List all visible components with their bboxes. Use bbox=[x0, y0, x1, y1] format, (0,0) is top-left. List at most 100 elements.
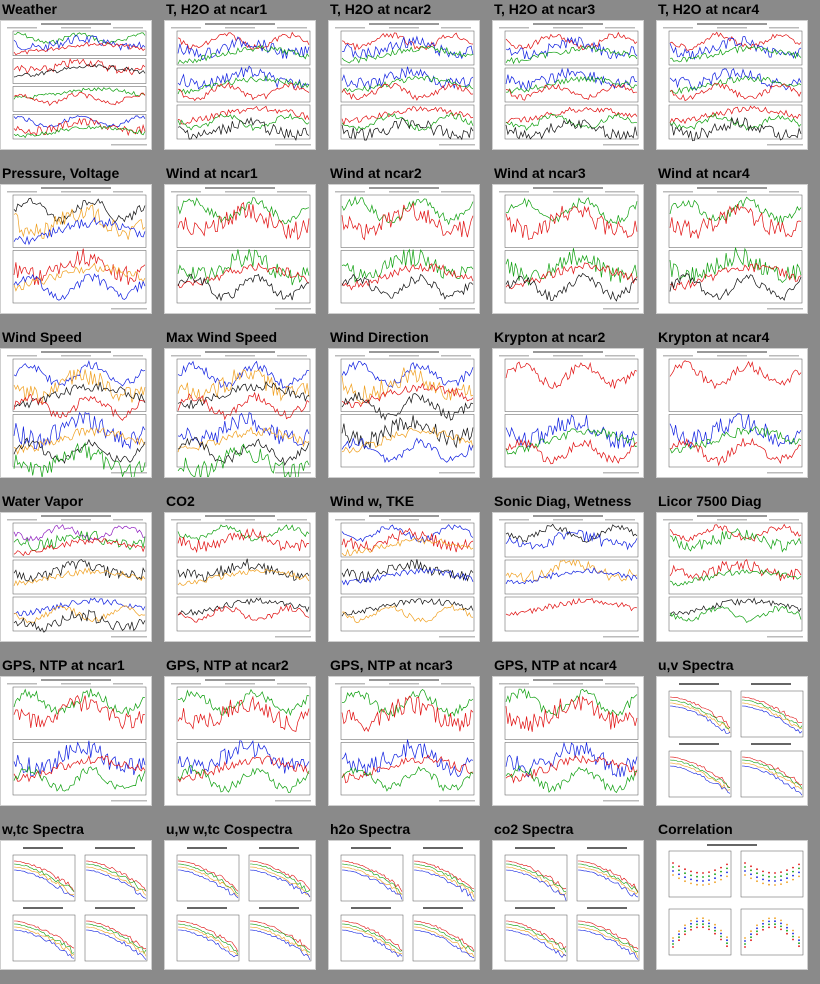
plot-thumbnail-link[interactable] bbox=[0, 512, 152, 642]
series-line bbox=[669, 76, 802, 94]
plot-date-label bbox=[171, 27, 201, 29]
plot-date-label bbox=[605, 191, 635, 193]
series-line bbox=[669, 528, 802, 553]
plot-thumbnail-image bbox=[499, 187, 639, 310]
plot-thumbnail-link[interactable] bbox=[0, 676, 152, 806]
spectrum-line bbox=[341, 869, 403, 900]
plot-thumbnail-link[interactable] bbox=[328, 840, 480, 970]
plot-panel-frame bbox=[412, 854, 476, 902]
correlation-point bbox=[768, 917, 770, 920]
correlation-point bbox=[780, 919, 782, 922]
plot-cell: T, H2O at ncar4 bbox=[656, 0, 818, 164]
plot-panel-frame bbox=[12, 58, 147, 84]
plot-thumbnail-link[interactable] bbox=[328, 20, 480, 150]
plot-footer-text bbox=[767, 308, 803, 310]
series-line bbox=[177, 568, 310, 586]
plot-panel-frame bbox=[668, 194, 803, 248]
series-line bbox=[505, 567, 638, 585]
plot-panel-frame bbox=[176, 596, 311, 632]
plot-thumbnail-link[interactable] bbox=[328, 184, 480, 314]
plot-thumbnail-link[interactable] bbox=[164, 20, 316, 150]
correlation-point bbox=[768, 920, 770, 923]
plot-panel-frame bbox=[176, 854, 240, 902]
series-line bbox=[177, 412, 310, 448]
plot-thumbnail-link[interactable] bbox=[656, 348, 808, 478]
plot-thumbnail-link[interactable] bbox=[656, 184, 808, 314]
series-line bbox=[13, 204, 146, 240]
plot-thumbnail-image bbox=[7, 187, 147, 310]
series-line bbox=[669, 262, 802, 291]
correlation-point bbox=[744, 862, 746, 864]
plot-thumbnail-link[interactable] bbox=[492, 512, 644, 642]
series-line bbox=[177, 105, 310, 125]
plot-cell-title: co2 Spectra bbox=[494, 821, 574, 837]
correlation-point bbox=[684, 927, 686, 930]
plot-thumbnail-link[interactable] bbox=[0, 184, 152, 314]
series-line bbox=[505, 529, 638, 551]
plot-thumbnail-link[interactable] bbox=[492, 20, 644, 150]
plot-header-text bbox=[697, 515, 767, 517]
plot-cell: Weather bbox=[0, 0, 162, 164]
plot-thumbnail-link[interactable] bbox=[164, 512, 316, 642]
plot-thumbnail-link[interactable] bbox=[164, 840, 316, 970]
plot-thumbnail-image bbox=[7, 23, 147, 146]
plot-footer-text bbox=[439, 308, 475, 310]
plot-panel-frame bbox=[12, 596, 147, 632]
plot-thumbnail-link[interactable] bbox=[164, 348, 316, 478]
plot-thumbnail-image bbox=[171, 679, 311, 802]
correlation-point bbox=[774, 920, 776, 923]
correlation-point bbox=[720, 932, 722, 935]
plot-thumbnail-link[interactable] bbox=[164, 184, 316, 314]
plot-thumbnail-link[interactable] bbox=[0, 840, 152, 970]
correlation-point bbox=[708, 922, 710, 925]
plot-panel-frame bbox=[668, 559, 803, 595]
plot-cell-title: GPS, NTP at ncar4 bbox=[494, 657, 617, 673]
plot-date-label bbox=[113, 27, 143, 29]
correlation-point bbox=[702, 917, 704, 920]
series-line bbox=[505, 688, 638, 716]
plot-thumbnail-link[interactable] bbox=[328, 512, 480, 642]
plot-thumbnail-link[interactable] bbox=[0, 348, 152, 478]
plot-thumbnail-link[interactable] bbox=[492, 676, 644, 806]
correlation-point bbox=[720, 866, 722, 869]
series-line bbox=[669, 116, 802, 142]
series-line bbox=[341, 82, 474, 101]
series-line bbox=[177, 755, 310, 783]
plot-cell-title: Pressure, Voltage bbox=[2, 165, 120, 181]
plot-thumbnail-link[interactable] bbox=[656, 676, 808, 806]
correlation-point bbox=[750, 939, 752, 942]
plot-panel-frame bbox=[668, 30, 803, 66]
correlation-point bbox=[744, 866, 746, 868]
plot-panel-frame bbox=[248, 854, 312, 902]
correlation-point bbox=[726, 945, 728, 948]
plot-thumbnail-link[interactable] bbox=[328, 676, 480, 806]
plot-thumbnail-link[interactable] bbox=[656, 512, 808, 642]
series-line bbox=[341, 117, 474, 141]
plot-panel-frame bbox=[668, 596, 803, 632]
plot-thumbnail-link[interactable] bbox=[492, 840, 644, 970]
plot-thumbnail-link[interactable] bbox=[656, 20, 808, 150]
plot-cell: T, H2O at ncar3 bbox=[492, 0, 654, 164]
plot-footer-text bbox=[275, 800, 311, 802]
plot-header-text bbox=[533, 679, 603, 681]
plot-thumbnail-image bbox=[176, 847, 312, 962]
series-line bbox=[177, 202, 310, 241]
plot-thumbnail-link[interactable] bbox=[164, 676, 316, 806]
correlation-point bbox=[708, 883, 710, 885]
plot-thumbnail-link[interactable] bbox=[492, 184, 644, 314]
correlation-point bbox=[690, 925, 692, 928]
spectra-title-text bbox=[187, 907, 227, 909]
plot-cell-title: u,v Spectra bbox=[658, 657, 734, 673]
series-line bbox=[13, 41, 146, 56]
plot-thumbnail-link[interactable] bbox=[0, 20, 152, 150]
series-line bbox=[177, 391, 310, 421]
plot-thumbnail-link[interactable] bbox=[328, 348, 480, 478]
series-line bbox=[341, 604, 474, 624]
plot-thumbnail-link[interactable] bbox=[492, 348, 644, 478]
correlation-point bbox=[726, 939, 728, 942]
plot-thumbnail-link[interactable] bbox=[656, 840, 808, 970]
plot-date-label bbox=[389, 683, 419, 685]
series-line bbox=[13, 124, 146, 139]
plot-cell: Correlation bbox=[656, 820, 818, 984]
series-line bbox=[505, 112, 638, 131]
